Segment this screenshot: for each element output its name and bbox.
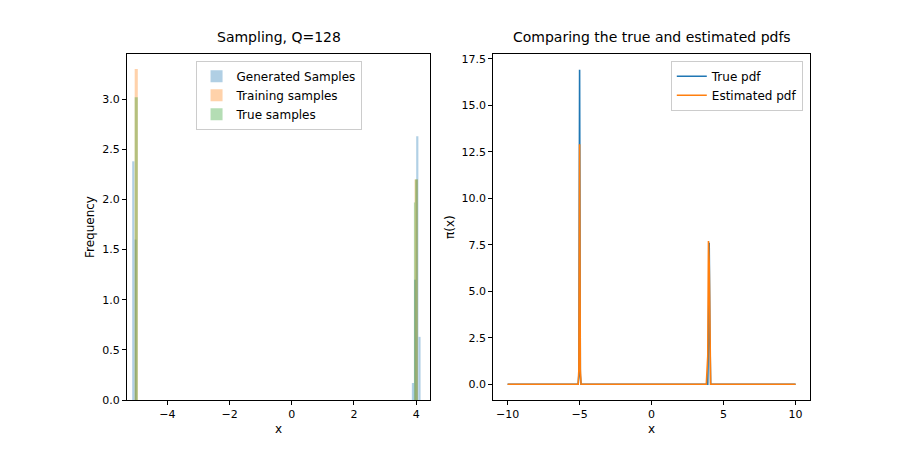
svg-text:Sampling, Q=128: Sampling, Q=128 bbox=[217, 29, 341, 45]
svg-text:True pdf: True pdf bbox=[711, 70, 762, 84]
svg-text:1.5: 1.5 bbox=[102, 243, 120, 256]
svg-text:−10: −10 bbox=[496, 408, 519, 421]
svg-text:10.0: 10.0 bbox=[462, 192, 487, 205]
svg-text:0.0: 0.0 bbox=[469, 378, 487, 391]
svg-text:0: 0 bbox=[648, 408, 655, 421]
svg-text:x: x bbox=[275, 422, 282, 436]
svg-text:0: 0 bbox=[288, 408, 295, 421]
svg-text:1.0: 1.0 bbox=[102, 294, 120, 307]
svg-text:5: 5 bbox=[720, 408, 727, 421]
svg-text:Frequency: Frequency bbox=[84, 196, 98, 258]
svg-text:−5: −5 bbox=[571, 408, 587, 421]
svg-text:Training samples: Training samples bbox=[236, 89, 338, 103]
svg-text:−2: −2 bbox=[221, 408, 237, 421]
svg-text:4: 4 bbox=[413, 408, 420, 421]
svg-text:15.0: 15.0 bbox=[462, 99, 487, 112]
svg-text:0.5: 0.5 bbox=[102, 344, 120, 357]
svg-text:10: 10 bbox=[789, 408, 803, 421]
svg-text:7.5: 7.5 bbox=[469, 239, 487, 252]
svg-text:12.5: 12.5 bbox=[462, 146, 487, 159]
svg-text:True samples: True samples bbox=[236, 108, 316, 122]
svg-text:Comparing the true and estimat: Comparing the true and estimated pdfs bbox=[513, 29, 791, 45]
svg-text:3.0: 3.0 bbox=[102, 93, 120, 106]
svg-text:Generated Samples: Generated Samples bbox=[237, 70, 356, 84]
svg-text:x: x bbox=[648, 422, 655, 436]
svg-text:π(x): π(x) bbox=[443, 215, 457, 239]
svg-text:−4: −4 bbox=[159, 408, 175, 421]
svg-text:0.0: 0.0 bbox=[102, 394, 120, 407]
svg-text:17.5: 17.5 bbox=[462, 53, 487, 66]
svg-text:2.5: 2.5 bbox=[469, 332, 487, 345]
svg-text:Estimated pdf: Estimated pdf bbox=[712, 89, 797, 103]
svg-text:2.0: 2.0 bbox=[102, 193, 120, 206]
svg-text:5.0: 5.0 bbox=[469, 285, 487, 298]
svg-text:2: 2 bbox=[350, 408, 357, 421]
svg-text:2.5: 2.5 bbox=[102, 143, 120, 156]
